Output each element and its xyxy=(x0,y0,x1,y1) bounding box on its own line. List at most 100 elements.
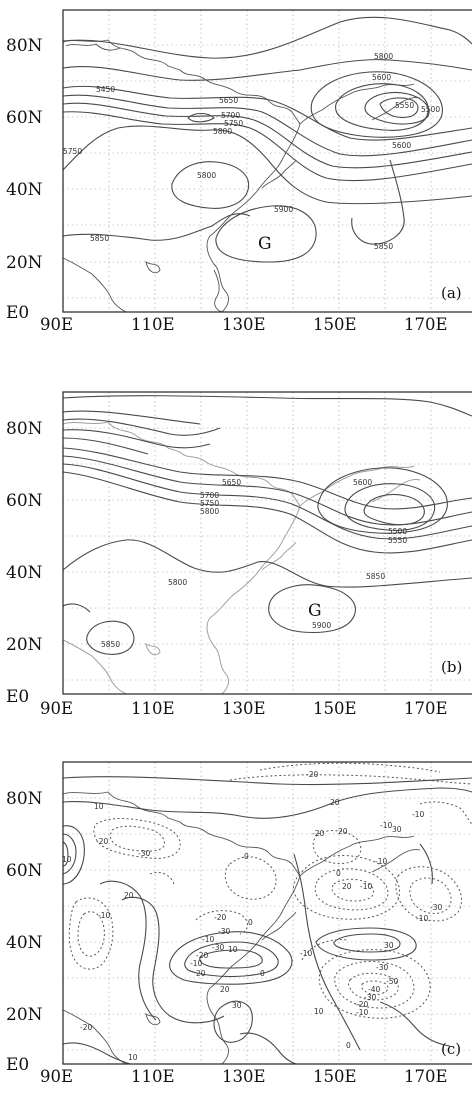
x-tick-label: 90E xyxy=(40,1067,73,1086)
y-tick-label: 40N xyxy=(6,563,43,583)
x-tick-label: 130E xyxy=(222,315,266,334)
contour-label: 10 xyxy=(228,945,238,954)
contour-label: 5800 xyxy=(213,127,232,136)
high-center-label: G xyxy=(258,234,272,254)
y-tick-label: 20N xyxy=(6,253,43,273)
panel-a: 5450 5650 5700 5750 5800 5600 5800 5550 … xyxy=(0,0,472,372)
contour-label: -30 xyxy=(376,963,388,972)
contour-label: -30 xyxy=(212,943,224,952)
contour-labels-a: 5450 5650 5700 5750 5800 5600 5800 5550 … xyxy=(63,52,440,251)
map-c: -20 10 -10 20 -20 -30 -10 30 -10 20 0 20… xyxy=(6,761,472,1086)
contour-label: 5650 xyxy=(222,478,241,487)
panel-label: (a) xyxy=(441,284,462,302)
y-tick-label: 20N xyxy=(6,1005,43,1025)
contour-label: -30 xyxy=(364,993,376,1002)
contour-label: -20 xyxy=(196,951,208,960)
contour-label: 5600 xyxy=(392,141,411,150)
panel-label: (c) xyxy=(441,1040,461,1058)
contour-labels-c: -20 10 -10 20 -20 -30 -10 30 -10 20 0 20… xyxy=(62,770,442,1062)
contour-label: 5800 xyxy=(168,578,187,587)
x-tick-label: 130E xyxy=(222,699,266,718)
contour-label: 10 xyxy=(94,802,104,811)
contour-label: -20 xyxy=(214,913,226,922)
y-tick-label: E0 xyxy=(6,687,29,707)
high-center-label: G xyxy=(308,601,322,621)
isolines-b xyxy=(62,395,472,655)
gridlines-a xyxy=(63,10,472,312)
contour-label: -10 xyxy=(98,911,110,920)
contour-label: 10 xyxy=(62,855,72,864)
panel-c: -20 10 -10 20 -20 -30 -10 30 -10 20 0 20… xyxy=(0,744,472,1117)
contour-label: 10 xyxy=(314,1007,324,1016)
x-tick-label: 130E xyxy=(222,1067,266,1086)
coastlines-a xyxy=(62,39,421,313)
contour-label: 20 xyxy=(196,969,206,978)
contour-label: -30 xyxy=(430,903,442,912)
contour-label: 5550 xyxy=(388,536,407,545)
contour-label: -30 xyxy=(138,849,150,858)
contour-label: 5500 xyxy=(388,527,407,536)
y-tick-label: E0 xyxy=(6,1055,29,1075)
contour-label: -30 xyxy=(218,927,230,936)
contour-label: 5600 xyxy=(372,73,391,82)
panel-label: (b) xyxy=(441,658,462,676)
contour-label: -10 xyxy=(416,914,428,923)
map-a: 5450 5650 5700 5750 5800 5600 5800 5550 … xyxy=(6,9,472,334)
contour-label: 0 xyxy=(260,969,265,978)
contour-label: 5750 xyxy=(200,499,219,508)
contour-label: 5850 xyxy=(90,234,109,243)
x-tick-label: 110E xyxy=(131,699,175,718)
contour-label: 5800 xyxy=(200,507,219,516)
y-tick-label: E0 xyxy=(6,303,29,323)
x-tick-label: 150E xyxy=(313,315,357,334)
x-tick-label: 90E xyxy=(40,315,73,334)
contour-label: -20 xyxy=(356,1000,368,1009)
x-tick-label: 150E xyxy=(313,1067,357,1086)
x-tick-label: 170E xyxy=(404,1067,448,1086)
map-b: 5650 5700 5750 5800 5600 5500 5550 5800 … xyxy=(6,391,472,718)
contour-label: 5500 xyxy=(421,105,440,114)
contour-label: 0 xyxy=(346,1041,351,1050)
x-tick-label: 110E xyxy=(131,315,175,334)
y-tick-label: 40N xyxy=(6,180,43,200)
y-tick-label: 80N xyxy=(6,36,43,56)
contour-label: 20 xyxy=(342,882,352,891)
coastlines-b xyxy=(62,421,421,695)
contour-label: 5900 xyxy=(312,621,331,630)
x-tick-label: 170E xyxy=(404,315,448,334)
isolines-a xyxy=(62,16,472,263)
contour-label: 5650 xyxy=(219,96,238,105)
contour-label: 20 xyxy=(338,827,348,836)
contour-label: -10 xyxy=(190,959,202,968)
gridlines-b xyxy=(63,392,472,694)
map-frame-b xyxy=(62,391,472,695)
contour-label: -40 xyxy=(368,985,380,994)
panel-b: 5650 5700 5750 5800 5600 5500 5550 5800 … xyxy=(0,372,472,744)
contour-label: 5550 xyxy=(395,101,414,110)
x-tick-label: 90E xyxy=(40,699,73,718)
contour-label: 0 xyxy=(336,869,341,878)
contour-label: -10 xyxy=(360,882,372,891)
contour-label: 20 xyxy=(220,985,230,994)
contour-label: -10 xyxy=(202,935,214,944)
contour-label: 5800 xyxy=(374,52,393,61)
contour-label: 30 xyxy=(232,1001,242,1010)
contour-label: -20 xyxy=(80,1023,92,1032)
y-tick-label: 20N xyxy=(6,635,43,655)
contour-label: -10 xyxy=(375,857,387,866)
y-tick-label: 80N xyxy=(6,419,43,439)
contour-label: -10 xyxy=(300,949,312,958)
contour-label: -20 xyxy=(96,837,108,846)
contour-label: 5850 xyxy=(374,242,393,251)
contour-label: 20 xyxy=(124,891,134,900)
contour-label: 5800 xyxy=(197,171,216,180)
contour-label: 20 xyxy=(330,798,340,807)
y-tick-label: 40N xyxy=(6,933,43,953)
contour-label: 0 xyxy=(244,852,249,861)
x-tick-label: 170E xyxy=(404,699,448,718)
y-tick-label: 60N xyxy=(6,861,43,881)
isolines-c xyxy=(62,762,472,1065)
contour-label: -10 xyxy=(356,1008,368,1017)
contour-label: 5450 xyxy=(96,85,115,94)
contour-label: 30 xyxy=(384,941,394,950)
